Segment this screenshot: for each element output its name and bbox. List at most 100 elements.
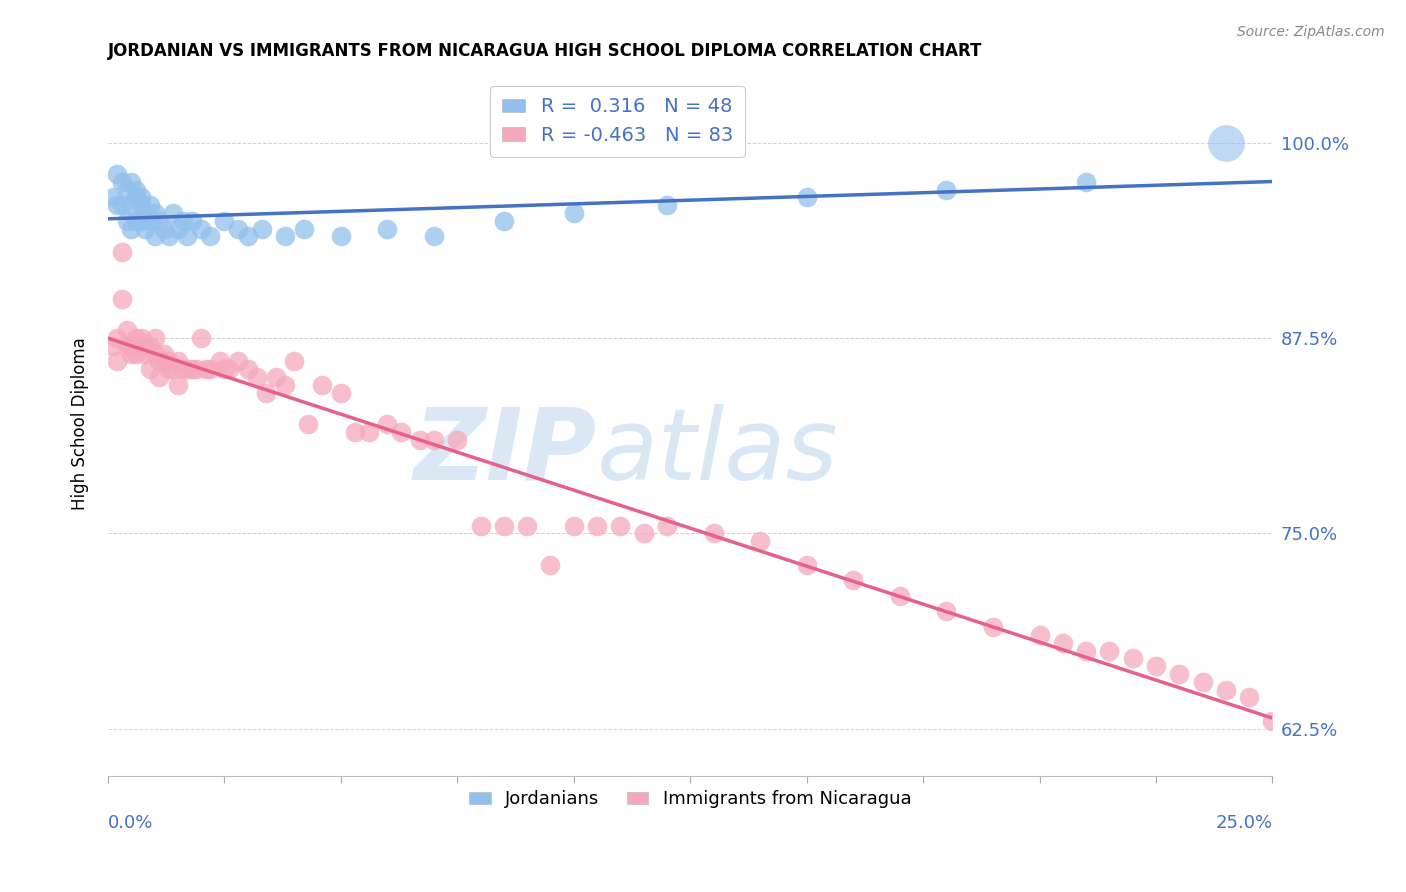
Point xyxy=(162,206,184,220)
Point xyxy=(186,362,208,376)
Point xyxy=(1261,714,1284,728)
Point xyxy=(139,362,162,376)
Point xyxy=(105,331,128,345)
Point xyxy=(609,518,631,533)
Point xyxy=(470,518,492,533)
Point xyxy=(172,362,194,376)
Point xyxy=(148,370,170,384)
Point xyxy=(129,190,152,204)
Point xyxy=(115,214,138,228)
Point xyxy=(134,346,156,360)
Point xyxy=(228,354,250,368)
Point xyxy=(125,190,148,204)
Point xyxy=(129,331,152,345)
Point xyxy=(254,385,277,400)
Point xyxy=(343,425,366,439)
Point xyxy=(377,417,399,431)
Point xyxy=(120,339,142,353)
Point xyxy=(129,339,152,353)
Point xyxy=(111,292,134,306)
Point xyxy=(105,354,128,368)
Point xyxy=(134,206,156,220)
Point xyxy=(228,221,250,235)
Point xyxy=(329,385,352,400)
Point xyxy=(200,229,222,244)
Point xyxy=(516,518,538,533)
Point xyxy=(157,362,180,376)
Point xyxy=(115,183,138,197)
Point xyxy=(143,331,166,345)
Point xyxy=(101,190,124,204)
Point xyxy=(796,558,818,572)
Point xyxy=(250,221,273,235)
Point xyxy=(1191,674,1213,689)
Point xyxy=(377,221,399,235)
Point xyxy=(176,362,198,376)
Point xyxy=(120,221,142,235)
Point xyxy=(297,417,319,431)
Point xyxy=(1122,651,1144,665)
Point xyxy=(148,354,170,368)
Point xyxy=(311,378,333,392)
Text: JORDANIAN VS IMMIGRANTS FROM NICARAGUA HIGH SCHOOL DIPLOMA CORRELATION CHART: JORDANIAN VS IMMIGRANTS FROM NICARAGUA H… xyxy=(108,42,983,60)
Y-axis label: High School Diploma: High School Diploma xyxy=(72,337,89,510)
Point xyxy=(283,354,305,368)
Point xyxy=(200,362,222,376)
Point xyxy=(111,245,134,260)
Point xyxy=(391,425,413,439)
Legend: Jordanians, Immigrants from Nicaragua: Jordanians, Immigrants from Nicaragua xyxy=(463,783,918,815)
Point xyxy=(194,362,217,376)
Point xyxy=(157,354,180,368)
Point xyxy=(153,354,176,368)
Point xyxy=(842,573,865,587)
Point xyxy=(190,331,212,345)
Point xyxy=(125,183,148,197)
Point xyxy=(176,229,198,244)
Point xyxy=(218,362,240,376)
Point xyxy=(586,518,609,533)
Point xyxy=(153,221,176,235)
Point xyxy=(329,229,352,244)
Point xyxy=(120,339,142,353)
Point xyxy=(749,534,772,549)
Point xyxy=(115,323,138,337)
Point xyxy=(236,229,259,244)
Point xyxy=(409,433,432,447)
Point xyxy=(129,214,152,228)
Point xyxy=(274,378,297,392)
Point xyxy=(105,198,128,212)
Point xyxy=(935,183,957,197)
Point xyxy=(274,229,297,244)
Point xyxy=(796,190,818,204)
Point xyxy=(236,362,259,376)
Point xyxy=(167,221,190,235)
Point xyxy=(423,433,446,447)
Point xyxy=(143,229,166,244)
Point xyxy=(214,362,236,376)
Point xyxy=(246,370,269,384)
Point xyxy=(180,362,202,376)
Point xyxy=(111,175,134,189)
Point xyxy=(1237,690,1260,705)
Point xyxy=(1144,659,1167,673)
Point xyxy=(562,518,585,533)
Point xyxy=(1076,643,1098,657)
Point xyxy=(264,370,287,384)
Point xyxy=(105,167,128,181)
Point xyxy=(1098,643,1121,657)
Point xyxy=(139,339,162,353)
Point xyxy=(655,518,678,533)
Point xyxy=(115,339,138,353)
Point xyxy=(655,198,678,212)
Point xyxy=(981,620,1004,634)
Point xyxy=(125,346,148,360)
Point xyxy=(143,206,166,220)
Text: 0.0%: 0.0% xyxy=(108,814,153,832)
Point xyxy=(125,214,148,228)
Point xyxy=(190,221,212,235)
Point xyxy=(1052,636,1074,650)
Point xyxy=(540,558,562,572)
Point xyxy=(889,589,911,603)
Point xyxy=(125,331,148,345)
Point xyxy=(702,526,724,541)
